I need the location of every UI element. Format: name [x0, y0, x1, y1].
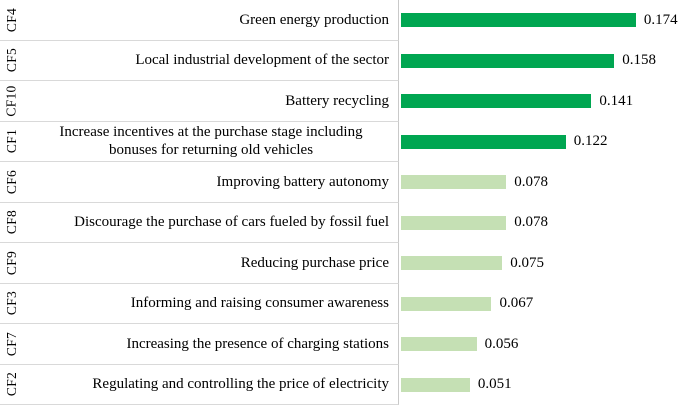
chart-row: CF3 Informing and raising consumer awaren… [0, 283, 685, 325]
category-label: Discourage the purchase of cars fueled b… [74, 214, 389, 231]
value-label: 0.174 [643, 11, 678, 28]
bar-cell: 0.056 [399, 324, 685, 365]
chart-row: CF4 Green energy production 0.174 [0, 0, 685, 41]
category-cell: CF6 Improving battery autonomy [0, 162, 399, 203]
chart-row: CF1 Increase incentives at the purchase s… [0, 121, 685, 163]
category-label: Increasing the presence of charging stat… [126, 335, 389, 352]
category-code-label: CF3 [0, 291, 24, 315]
value-label: 0.078 [514, 173, 549, 190]
bar [401, 94, 592, 109]
bar-cell: 0.078 [399, 162, 685, 203]
value-label: 0.056 [484, 335, 519, 352]
category-code-label: CF7 [0, 332, 24, 356]
category-code-text: CF8 [4, 210, 20, 235]
chart-row: CF10 Battery recycling 0.141 [0, 81, 685, 122]
category-label: Regulating and controlling the price of … [92, 376, 389, 393]
category-code-text: CF7 [4, 331, 20, 356]
category-cell: CF1 Increase incentives at the purchase s… [0, 121, 399, 162]
value-label: 0.067 [499, 295, 534, 312]
bar-cell: 0.122 [399, 122, 685, 163]
chart-row: CF6 Improving battery autonomy 0.078 [0, 162, 685, 203]
bar-cell: 0.051 [399, 365, 685, 406]
bar-cell: 0.141 [399, 81, 685, 122]
category-cell: CF10 Battery recycling [0, 81, 399, 122]
category-code-text: CF1 [4, 129, 20, 154]
chart-row: CF8 Discourage the purchase of cars fuele… [0, 202, 685, 244]
category-code-text: CF2 [4, 372, 20, 397]
category-code-label: CF8 [0, 210, 24, 234]
chart-row: CF5 Local industrial development of the s… [0, 40, 685, 82]
bar [401, 337, 477, 352]
chart-row: CF9 Reducing purchase price 0.075 [0, 243, 685, 284]
category-label: Improving battery autonomy [216, 173, 389, 190]
bar-cell: 0.067 [399, 284, 685, 325]
category-cell: CF3 Informing and raising consumer awaren… [0, 283, 399, 324]
category-code-label: CF4 [0, 8, 24, 32]
category-label: Green energy production [239, 11, 389, 28]
value-label: 0.075 [510, 254, 544, 271]
category-code-label: CF10 [0, 85, 24, 116]
category-code-label: CF5 [0, 48, 24, 72]
category-code-label: CF9 [0, 251, 24, 275]
bar [401, 134, 566, 149]
bar [401, 256, 503, 271]
category-cell: CF4 Green energy production [0, 0, 399, 41]
category-code-text: CF4 [4, 7, 20, 32]
category-cell: CF2 Regulating and controlling the price … [0, 364, 399, 405]
bar [401, 296, 492, 311]
category-code-label: CF6 [0, 170, 24, 194]
bar [401, 377, 470, 392]
category-label: Battery recycling [285, 92, 389, 109]
category-cell: CF8 Discourage the purchase of cars fuele… [0, 202, 399, 243]
bar-cell: 0.075 [399, 243, 685, 284]
category-code-text: CF3 [4, 291, 20, 316]
category-cell: CF9 Reducing purchase price [0, 243, 399, 284]
category-code-label: CF2 [0, 372, 24, 396]
category-code-text: CF5 [4, 48, 20, 73]
chart-row: CF7 Increasing the presence of charging s… [0, 324, 685, 365]
value-label: 0.158 [622, 52, 657, 69]
category-code-text: CF10 [4, 85, 19, 117]
bar [401, 53, 615, 68]
category-label: Increase incentives at the purchase stag… [59, 123, 363, 159]
category-label: Local industrial development of the sect… [135, 52, 389, 69]
bar [401, 13, 636, 28]
category-code-text: CF6 [4, 169, 20, 194]
category-label: Informing and raising consumer awareness [130, 295, 389, 312]
bar-cell: 0.078 [399, 203, 685, 244]
category-code-label: CF1 [0, 129, 24, 153]
category-label: Reducing purchase price [240, 254, 389, 271]
bar-cell: 0.174 [399, 0, 685, 41]
value-label: 0.078 [514, 214, 549, 231]
category-code-text: CF9 [4, 250, 20, 275]
bar [401, 175, 507, 190]
value-label: 0.051 [477, 376, 512, 393]
chart-row: CF2 Regulating and controlling the price … [0, 364, 685, 406]
category-cell: CF7 Increasing the presence of charging s… [0, 324, 399, 365]
category-cell: CF5 Local industrial development of the s… [0, 40, 399, 81]
value-label: 0.141 [599, 92, 634, 109]
bar [401, 215, 507, 230]
bar-cell: 0.158 [399, 41, 685, 82]
value-label: 0.122 [573, 133, 608, 150]
